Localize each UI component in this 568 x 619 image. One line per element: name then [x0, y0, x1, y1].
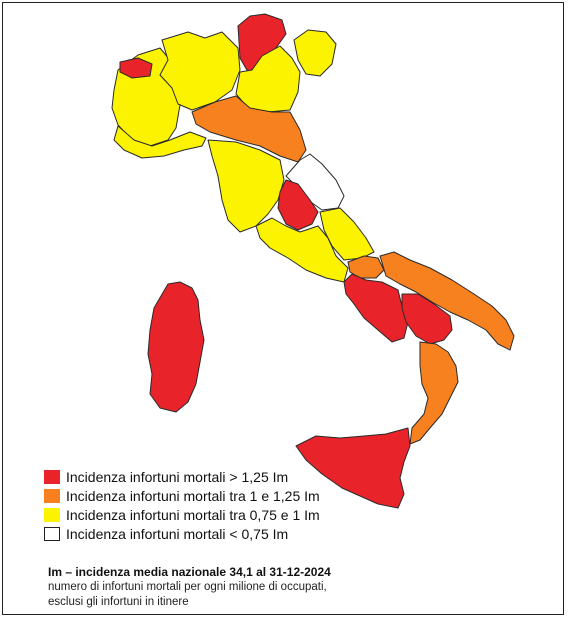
legend-item-medium: Incidenza infortuni mortali tra 0,75 e 1… — [44, 506, 320, 524]
region-veneto — [235, 45, 301, 113]
footnote: Im – incidenza media nazionale 34,1 al 3… — [48, 564, 548, 610]
region-puglia — [379, 251, 515, 351]
region-toscana — [207, 139, 285, 233]
region-calabria — [409, 341, 459, 445]
region-liguria — [113, 125, 207, 159]
legend-swatch-medium — [44, 508, 60, 522]
legend-swatch-very-high — [44, 470, 60, 484]
legend: Incidenza infortuni mortali > 1,25 Im In… — [44, 468, 320, 544]
region-campania — [343, 273, 409, 343]
legend-swatch-high — [44, 489, 60, 503]
legend-label-very-high: Incidenza infortuni mortali > 1,25 Im — [66, 469, 289, 485]
region-basilicata — [401, 293, 453, 345]
legend-swatch-low — [44, 527, 60, 541]
legend-label-medium: Incidenza infortuni mortali tra 0,75 e 1… — [66, 507, 320, 523]
legend-label-low: Incidenza infortuni mortali < 0,75 Im — [66, 526, 289, 542]
region-abruzzo — [319, 207, 375, 261]
footnote-title: Im – incidenza media nazionale 34,1 al 3… — [48, 565, 331, 579]
region-molise — [347, 255, 385, 279]
region-lombardia — [159, 31, 241, 111]
region-sardegna — [147, 281, 205, 413]
region-umbria — [277, 179, 319, 231]
region-lazio — [255, 217, 349, 283]
legend-item-high: Incidenza infortuni mortali tra 1 e 1,25… — [44, 487, 320, 505]
region-valle-daosta — [119, 57, 153, 79]
region-sicilia — [295, 427, 411, 509]
footnote-line-2: esclusi gli infortuni in itinere — [48, 596, 189, 608]
legend-label-high: Incidenza infortuni mortali tra 1 e 1,25… — [66, 488, 320, 504]
legend-item-very-high: Incidenza infortuni mortali > 1,25 Im — [44, 468, 320, 486]
footnote-line-1: numero di infortuni mortali per ogni mil… — [48, 581, 327, 593]
region-friuli-venezia-giulia — [293, 29, 337, 77]
region-emilia-romagna — [191, 95, 307, 163]
legend-item-low: Incidenza infortuni mortali < 0,75 Im — [44, 525, 320, 543]
